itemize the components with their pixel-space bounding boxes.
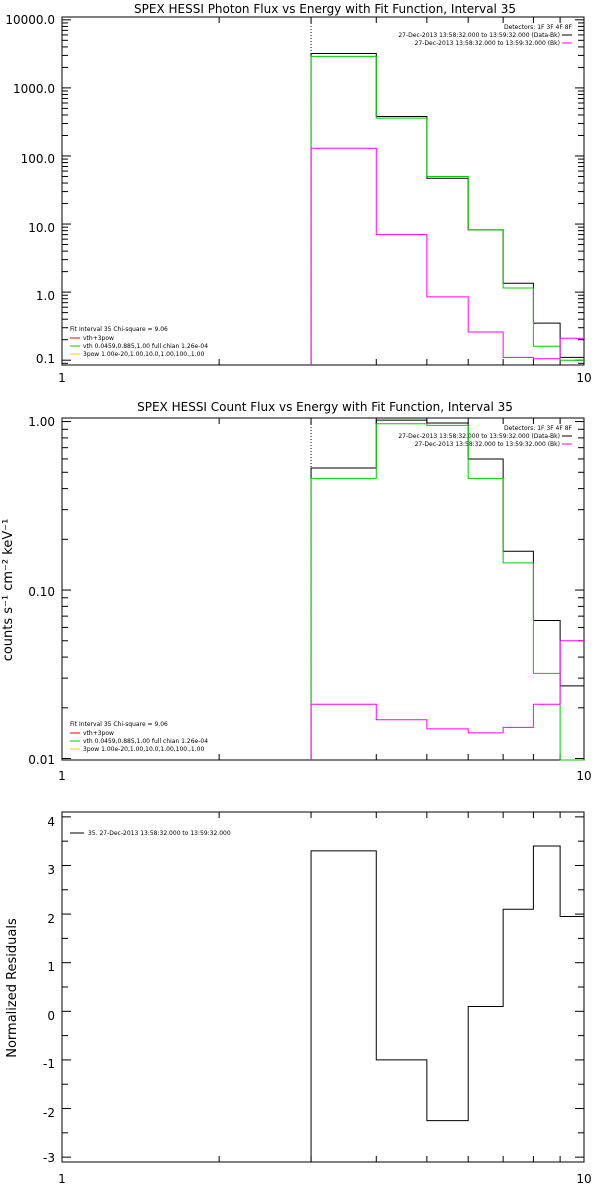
count-flux-legend-bl: Fit Interval 35 Chi-square = 9.06 vth+3p… [70,721,208,753]
ytick-label: 100.0 [21,152,55,166]
ytick-label: -3 [43,1151,55,1165]
ytick-label: 0 [47,1009,55,1023]
residuals-frame [61,811,585,1163]
legend-entry: 35. 27-Dec-2013 13:58:32.000 to 13:59:32… [88,830,231,837]
series-step-line [310,423,584,761]
ytick-label: 0.1 [36,352,55,366]
count-flux-frame [61,417,585,761]
ytick-label: 1.00 [28,415,55,429]
residuals-panel: 4 3 2 1 0 -1 -2 -3 1 10 Normalized Resid… [5,811,592,1186]
ytick-label: -2 [43,1106,55,1120]
legend-entry: 27-Dec-2013 13:58:32.000 to 13:59:32.000… [398,433,560,440]
photon-flux-marks [62,17,584,365]
photon-flux-panel: SPEX HESSI Photon Flux vs Energy with Fi… [5,2,591,385]
xtick-label: 10 [576,769,591,783]
residuals-marks [62,812,584,1162]
residuals-yticks: 4 3 2 1 0 -1 -2 -3 [43,815,55,1165]
ytick-label: 0.01 [28,753,55,767]
series-step-line [310,55,584,365]
ytick-label: 0.10 [28,585,55,599]
legend-header: Fit Interval 35 Chi-square = 9.06 [70,326,168,333]
legend-entry: vth 0.0459,0.885,1.00 full chian 1.26e-0… [83,343,208,350]
xtick-label: 10 [576,371,591,385]
residuals-ylabel: Normalized Residuals [5,918,20,1058]
legend-entry: 27-Dec-2013 13:58:32.000 to 13:59:32.000… [415,441,560,448]
ytick-label: 10.0 [28,221,55,235]
count-flux-marks [62,418,584,761]
legend-header: Detectors: 1F 3F 4F 8F [504,24,573,31]
photon-flux-yticks: 10000.0 1000.0 100.0 10.0 1.0 0.1 [5,13,55,366]
legend-header: Detectors: 1F 3F 4F 8F [504,425,573,432]
ytick-label: 1 [47,960,55,974]
photon-flux-legend-tr: Detectors: 1F 3F 4F 8F 27-Dec-2013 13:58… [398,24,572,47]
count-flux-ylabel: counts s⁻¹ cm⁻² keV⁻¹ [1,519,16,662]
legend-entry: 3pow 1.00e-20,1.00,10.0,1.00,100.,1.00 [83,351,204,358]
ytick-label: 2 [47,912,55,926]
legend-entry: vth+3pow [83,335,114,342]
photon-flux-legend-bl: Fit Interval 35 Chi-square = 9.06 vth+3p… [70,326,208,358]
count-flux-legend-tr: Detectors: 1F 3F 4F 8F 27-Dec-2013 13:58… [398,425,572,448]
photon-flux-title: SPEX HESSI Photon Flux vs Energy with Fi… [134,2,516,16]
series-step-line [310,845,584,1162]
count-flux-yticks: 1.00 0.10 0.01 [28,415,55,767]
count-flux-title: SPEX HESSI Count Flux vs Energy with Fit… [137,400,513,414]
legend-entry: 27-Dec-2013 13:58:32.000 to 13:59:32.000… [415,40,560,47]
xtick-label: 10 [576,1172,591,1186]
legend-entry: 27-Dec-2013 13:58:32.000 to 13:59:32.000… [398,32,560,39]
legend-entry: 3pow 1.00e-20,1.00,10.0,1.00,100.,1.00 [83,746,204,753]
series-step-line [310,147,584,365]
ytick-label: -1 [43,1057,55,1071]
ytick-label: 4 [47,815,55,829]
legend-entry: vth+3pow [83,730,114,737]
series-step-line [310,419,584,760]
ytick-label: 1.0 [36,289,55,303]
legend-entry: vth 0.0459,0.885,1.00 full chian 1.26e-0… [83,738,208,745]
xtick-label: 1 [58,371,66,385]
xtick-label: 1 [58,1172,66,1186]
series-step-line [310,53,584,365]
legend-header: Fit Interval 35 Chi-square = 9.06 [70,721,168,728]
ytick-label: 3 [47,863,55,877]
residuals-legend-tl: 35. 27-Dec-2013 13:58:32.000 to 13:59:32… [70,830,231,837]
count-flux-panel: SPEX HESSI Count Flux vs Energy with Fit… [1,400,592,783]
photon-flux-frame [61,16,585,366]
series-step-line [310,640,584,760]
ytick-label: 1000.0 [13,82,55,96]
ytick-label: 10000.0 [5,13,55,27]
xtick-label: 1 [58,769,66,783]
